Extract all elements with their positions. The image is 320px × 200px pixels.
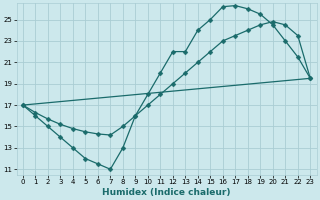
X-axis label: Humidex (Indice chaleur): Humidex (Indice chaleur) — [102, 188, 231, 197]
